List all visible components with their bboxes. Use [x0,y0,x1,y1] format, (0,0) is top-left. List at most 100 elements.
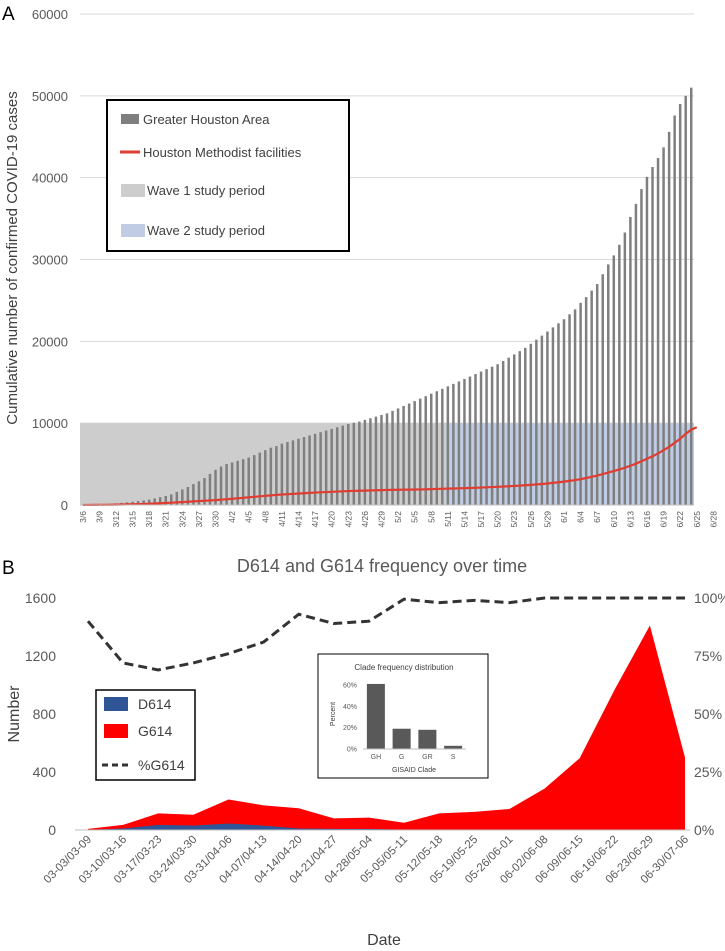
x-tick-label: 5/17 [476,511,486,528]
y2-tick-label: 75% [694,648,722,664]
x-tick-label: 5/20 [493,511,503,528]
bar-greater-houston [324,430,328,505]
x-tick-label: 4/26 [360,511,370,528]
bar-greater-houston [374,416,378,505]
bar-greater-houston [623,232,627,505]
y2-tick-label: 50% [694,706,722,722]
panel-b-y-tick-labels: 0 400 800 1200 1600 [25,590,56,838]
bar-greater-houston [369,418,372,505]
y2-tick-label: 100% [694,590,725,606]
legend-swatch-g614 [104,724,128,738]
bar-greater-houston [529,343,533,505]
inset-bar [418,729,437,749]
clade-inset-y-label: Percent [330,702,337,726]
bar-greater-houston [203,477,206,505]
area-g614 [88,625,685,830]
bar-greater-houston [358,421,361,505]
x-tick-label: 5/8 [426,511,436,523]
bar-greater-houston [280,443,284,505]
x-tick-label: 4/2 [227,511,237,523]
x-tick-label: 3/6 [78,511,88,523]
bar-greater-houston [413,401,416,505]
bar-greater-houston [175,491,179,505]
bar-greater-houston [247,457,250,505]
bar-greater-houston [153,498,156,505]
bar-greater-houston [286,441,289,505]
panel-b-areas [88,625,685,830]
bar-greater-houston [463,378,466,505]
panel-b-x-tick-labels: 03-03/03-0903-10/03-1603-17/03-2303-24/0… [42,833,691,886]
wave-1-region [80,423,446,505]
y-tick-label: 1200 [25,648,56,664]
y2-tick-label: 25% [694,764,722,780]
bar-greater-houston [607,264,610,505]
bar-greater-houston [579,302,582,505]
y2-tick-label: 0% [694,822,714,838]
bar-greater-houston [590,290,593,505]
bar-greater-houston [435,391,439,505]
x-tick-label: 6/10 [609,511,619,528]
inset-x-tick-label: S [451,754,456,761]
clade-inset-bars: GH G GR S [366,683,463,761]
bar-greater-houston [568,314,571,505]
x-tick-label: 4/17 [310,511,320,528]
bar-greater-houston [441,388,444,505]
y-tick-label: 50000 [32,89,68,104]
legend-label-d614: D614 [138,696,172,712]
x-tick-label: 3/9 [94,511,104,523]
panel-b-x-axis-label: Date [367,932,401,949]
bar-greater-houston [391,410,394,505]
bar-greater-houston [618,244,621,505]
bar-greater-houston [584,297,588,505]
bar-greater-houston [479,371,483,505]
bar-greater-houston [352,422,356,505]
x-tick-label: 3/15 [128,511,138,528]
bar-greater-houston [424,396,427,505]
legend-label-wave-1: Wave 1 study period [147,183,265,198]
x-tick-label: 4/29 [376,511,386,528]
legend-label-wave-2: Wave 2 study period [147,223,265,238]
clade-inset-y-ticks: 0% 20% 40% 60% [343,683,357,754]
y-tick-label: 10000 [32,416,68,431]
bar-greater-houston [252,455,256,505]
bar-greater-houston [656,158,660,505]
x-tick-label: 6/22 [675,511,685,528]
inset-y-tick-label: 40% [343,704,357,711]
inset-y-tick-label: 60% [343,683,357,690]
bar-greater-houston [430,393,433,505]
bar-greater-houston [341,425,344,505]
bar-greater-houston [402,405,405,505]
panel-b-title: D614 and G614 frequency over time [237,556,527,576]
bar-greater-houston [219,466,223,505]
inset-x-tick-label: GR [422,754,433,761]
bar-greater-houston [501,360,505,505]
x-tick-label: 5/11 [443,511,453,527]
bar-greater-houston [546,331,549,505]
bar-greater-houston [181,489,184,505]
inset-bar [444,745,463,749]
legend-swatch-greater-houston [121,114,139,124]
bar-greater-houston [601,274,604,505]
bar-greater-houston [612,255,616,505]
bar-greater-houston [551,327,555,505]
panel-a-legend-box [106,99,350,252]
area-d614 [88,823,685,830]
panel-a: A 0 10000 20000 30000 40000 50000 60000 3/6 3/9… [2,4,725,528]
panel-b-legend: D614 G614 %G614 [95,689,196,781]
bar-greater-houston [275,446,278,505]
panel-a-methodist-line [82,426,698,507]
bar-greater-houston [446,386,450,505]
x-tick-label: 5/23 [509,511,519,528]
x-tick-label: 5/5 [410,511,420,523]
x-tick-label: 5/26 [526,511,536,528]
legend-label-pct-g614: %G614 [138,757,185,773]
panel-b-percent-line [86,596,685,672]
x-tick-label: 6/19 [659,511,669,528]
bar-greater-houston [258,452,262,505]
inset-y-tick-label: 20% [343,725,357,732]
bar-greater-houston [667,131,671,505]
bar-greater-houston [457,381,461,505]
y-tick-label: 60000 [32,7,68,22]
bar-greater-houston [385,413,389,505]
x-tick-label: 4/23 [343,511,353,528]
